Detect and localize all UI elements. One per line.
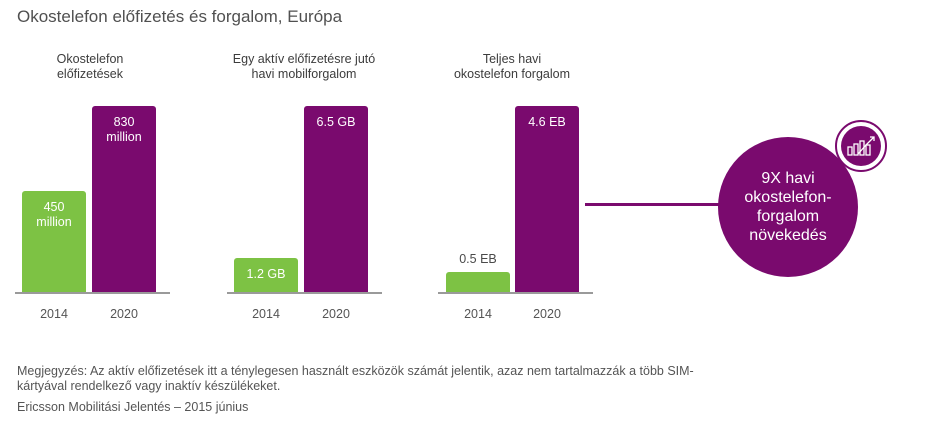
bar-2014 [234, 258, 298, 292]
x-tick-label: 2020 [533, 307, 561, 321]
bar-value-label: 450 million [36, 200, 72, 229]
growth-callout-text: 9X havi okostelefon- forgalom növekedés [744, 170, 832, 244]
bar-2020 [92, 106, 156, 292]
bar-value-label: 1.2 GB [246, 267, 286, 281]
bar-value-label: 4.6 EB [528, 115, 566, 129]
panel-title: Egy aktív előfizetésre jutó havi mobilfo… [232, 52, 376, 81]
source-line: Ericsson Mobilitási Jelentés – 2015 júni… [17, 400, 249, 414]
baseline [438, 292, 593, 294]
x-tick-label: 2014 [464, 307, 492, 321]
chart-title: Okostelefon előfizetés és forgalom, Euró… [17, 7, 343, 26]
x-tick-label: 2020 [322, 307, 350, 321]
footnote: Megjegyzés: Az aktív előfizetések itt a … [17, 364, 694, 393]
baseline [15, 292, 170, 294]
x-tick-label: 2014 [40, 307, 68, 321]
bar-value-label: 0.5 EB [459, 252, 497, 266]
panel-title: Teljes havi okostelefon forgalom [453, 52, 571, 81]
x-tick-label: 2014 [252, 307, 280, 321]
bar-2014 [22, 191, 86, 292]
panel-title: Okostelefon előfizetések [56, 52, 124, 81]
bar-2020 [515, 106, 579, 292]
connector-line [585, 203, 722, 206]
growth-badge [835, 120, 887, 172]
bar-chart-growth-icon [841, 126, 881, 166]
bar-value-label: 830 million [106, 115, 142, 144]
bar-value-label: 6.5 GB [316, 115, 356, 129]
bar-2020 [304, 106, 368, 292]
x-tick-label: 2020 [110, 307, 138, 321]
baseline [227, 292, 382, 294]
bar-2014 [446, 272, 510, 292]
growth-callout: 9X havi okostelefon- forgalom növekedés [718, 137, 858, 277]
